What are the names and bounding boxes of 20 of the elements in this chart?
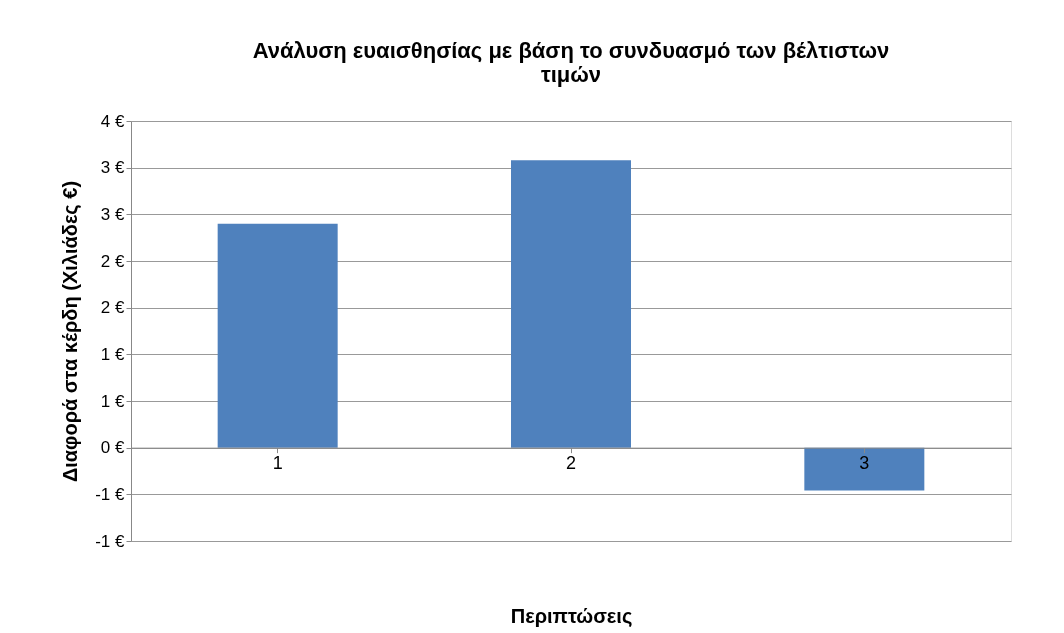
y-axis-title: Διαφορά στα κέρδη (Χιλιάδες €)	[59, 180, 82, 483]
y-tick-label: -1 €	[95, 484, 126, 504]
y-tick-label: -1 €	[95, 531, 126, 551]
y-tick-label: 4 €	[100, 111, 126, 131]
y-tick-label: 0 €	[100, 438, 126, 458]
y-tick-label: 2 €	[100, 251, 126, 271]
bar	[511, 160, 631, 448]
text: τιμών	[540, 62, 602, 87]
y-tick-label: 2 €	[100, 298, 126, 318]
y-tick-label: 1 €	[100, 344, 126, 364]
x-tick-label: 1	[272, 453, 283, 474]
x-tick-label: 2	[565, 453, 577, 474]
bar	[804, 447, 925, 491]
x-tick-label: 3	[859, 453, 870, 474]
text: Ανάλυση ευαισθησίας με βάση το συνδυασμό των βέλτιστων	[252, 38, 890, 63]
y-tick-label: 1 €	[100, 391, 126, 411]
x-axis-title: Περιπτώσεις	[510, 604, 633, 627]
y-tick-label: 3 €	[100, 204, 126, 224]
bar	[217, 223, 338, 448]
y-tick-label: 3 €	[100, 158, 126, 178]
